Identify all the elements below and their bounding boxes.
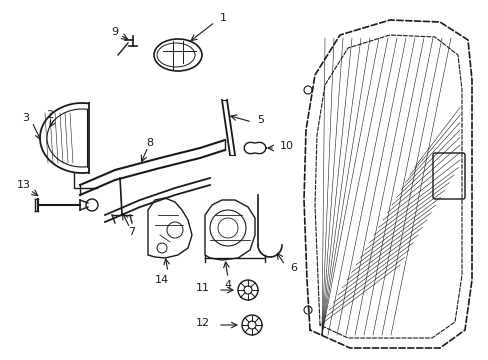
Polygon shape: [244, 142, 265, 154]
Text: 1: 1: [220, 13, 226, 23]
Text: 2: 2: [46, 110, 54, 120]
Text: 6: 6: [289, 263, 296, 273]
Text: 11: 11: [196, 283, 209, 293]
Text: 7: 7: [128, 227, 135, 237]
Text: 12: 12: [196, 318, 209, 328]
Text: 13: 13: [17, 180, 31, 190]
Text: 9: 9: [111, 27, 118, 37]
Text: 5: 5: [257, 115, 264, 125]
Text: 8: 8: [146, 138, 153, 148]
Text: 3: 3: [22, 113, 29, 123]
Text: 10: 10: [280, 141, 293, 151]
Text: 14: 14: [155, 275, 169, 285]
Text: 4: 4: [224, 280, 231, 290]
